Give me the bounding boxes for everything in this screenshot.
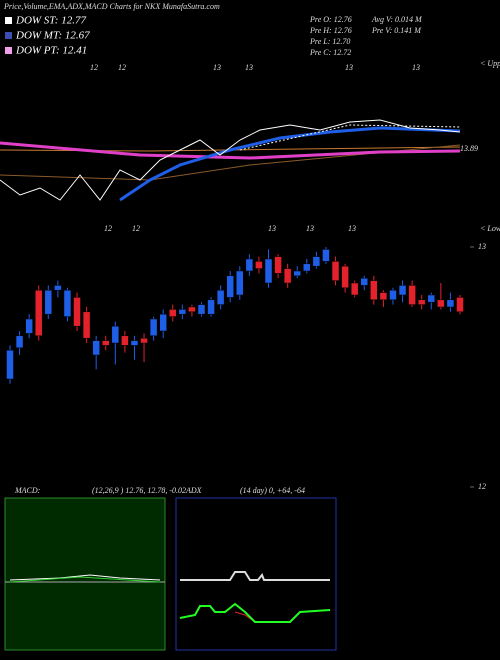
candle-body bbox=[15, 335, 24, 349]
legend-entry: DOW ST: 12.77 bbox=[15, 15, 86, 27]
candle-body bbox=[417, 299, 426, 305]
adx-plus bbox=[179, 602, 331, 623]
annotation: 13 bbox=[268, 224, 276, 233]
macd-values: (12,26,9 ) 12.76, 12.78, -0.02 bbox=[92, 486, 186, 495]
info-text: Pre L: 12.70 bbox=[309, 37, 350, 46]
adx-values: (14 day) 0, +64, -64 bbox=[240, 486, 305, 495]
candle-body bbox=[54, 285, 62, 291]
legend-swatch bbox=[5, 47, 12, 54]
candle-body bbox=[398, 285, 407, 296]
candle-body bbox=[130, 340, 139, 346]
legend-swatch bbox=[5, 32, 12, 39]
candle-body bbox=[63, 289, 72, 317]
legend-entry: DOW MT: 12.67 bbox=[15, 30, 90, 42]
candle-body bbox=[408, 285, 416, 305]
annotation: 13.89 bbox=[460, 144, 478, 153]
legend-entry: DOW PT: 12.41 bbox=[15, 45, 87, 57]
chart-title: Price,Volume,EMA,ADX,MACD Charts for NKX… bbox=[3, 2, 220, 11]
candle-body bbox=[283, 268, 292, 284]
candle-body bbox=[255, 261, 263, 269]
annotation: 13 bbox=[412, 63, 420, 72]
candle-body bbox=[92, 340, 100, 356]
annotation: 12 bbox=[118, 63, 126, 72]
annotation: 13 bbox=[245, 63, 253, 72]
adx-label: ADX bbox=[185, 486, 203, 495]
annotation: < Upper bbox=[480, 59, 500, 68]
annotation: < Lower bbox=[480, 224, 500, 233]
candle-body bbox=[370, 280, 378, 301]
adx-panel bbox=[175, 497, 337, 651]
candle-body bbox=[245, 258, 254, 272]
candle-body bbox=[82, 311, 91, 339]
candle-body bbox=[140, 337, 148, 344]
y-tick-label: 12 bbox=[478, 482, 486, 491]
annotation: 13 bbox=[345, 63, 353, 72]
info-text: Pre O: 12.76 bbox=[309, 15, 352, 24]
candle-body bbox=[34, 289, 43, 337]
macd-label: MACD: bbox=[14, 486, 41, 495]
annotation: 13 bbox=[348, 224, 356, 233]
candle-body bbox=[226, 275, 234, 298]
candle-body bbox=[389, 289, 397, 301]
annotation: 12 bbox=[104, 224, 112, 233]
candle-body bbox=[446, 299, 455, 308]
candle-body bbox=[274, 256, 282, 274]
candle-body bbox=[293, 270, 301, 277]
adx-line bbox=[180, 571, 330, 581]
y-tick-label: 13 bbox=[478, 242, 486, 251]
candle-body bbox=[6, 349, 14, 380]
candle-body bbox=[121, 335, 129, 346]
candle-body bbox=[101, 340, 110, 346]
ema-lines bbox=[0, 119, 461, 202]
candle-body bbox=[303, 263, 311, 272]
candle-body bbox=[437, 299, 445, 308]
adx-minus bbox=[234, 611, 253, 621]
candle-body bbox=[73, 297, 81, 327]
candle-body bbox=[111, 325, 120, 344]
candle-body bbox=[25, 318, 33, 334]
macd-signal bbox=[9, 576, 161, 583]
candle-body bbox=[44, 289, 53, 315]
candle-body bbox=[264, 258, 273, 284]
macd-panel bbox=[4, 497, 166, 651]
info-text: Pre V: 0.141 M bbox=[371, 26, 422, 35]
candle-body bbox=[456, 297, 464, 313]
candle-body bbox=[379, 292, 388, 301]
macd-line bbox=[9, 574, 161, 581]
info-text: Pre H: 12.76 bbox=[309, 26, 352, 35]
candle-body bbox=[427, 294, 436, 303]
annotation: 13 bbox=[213, 63, 221, 72]
candle-body bbox=[216, 289, 225, 305]
candle-body bbox=[236, 270, 244, 296]
info-text: Avg V: 0.014 M bbox=[371, 15, 423, 24]
candle-body bbox=[331, 261, 340, 281]
legend-swatch bbox=[5, 17, 12, 24]
candle-body bbox=[197, 304, 206, 315]
candle-body bbox=[159, 313, 167, 332]
candle-body bbox=[322, 249, 330, 262]
candle-body bbox=[188, 306, 196, 313]
candle-body bbox=[341, 265, 349, 289]
candle-body bbox=[178, 309, 187, 315]
annotation: 12 bbox=[132, 224, 140, 233]
annotation: 12 bbox=[90, 63, 98, 72]
candle-body bbox=[169, 309, 177, 317]
annotation: 13 bbox=[306, 224, 314, 233]
candle-body bbox=[149, 318, 158, 337]
candle-body bbox=[360, 277, 369, 286]
candle-body bbox=[312, 256, 321, 267]
candle-body bbox=[350, 282, 359, 296]
info-text: Pre C: 12.72 bbox=[309, 48, 351, 57]
candle-body bbox=[207, 299, 215, 315]
